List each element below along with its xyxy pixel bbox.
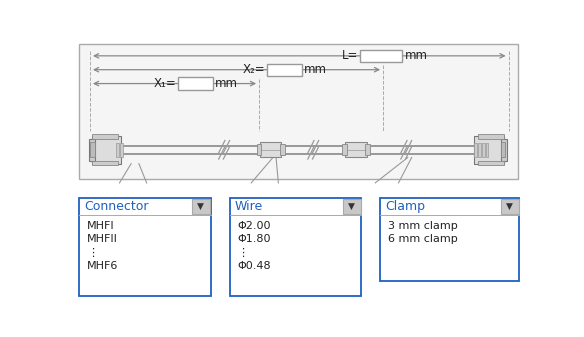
Text: 6 mm clamp: 6 mm clamp [388, 235, 457, 244]
Bar [501, 139, 507, 160]
Bar [478, 134, 504, 139]
Text: X₂=: X₂= [242, 63, 265, 76]
Text: Wire: Wire [235, 200, 263, 213]
Bar [343, 199, 360, 214]
Text: Φ0.48: Φ0.48 [237, 261, 271, 271]
Bar [90, 142, 95, 157]
Bar [92, 160, 118, 165]
Text: MHF6: MHF6 [87, 261, 119, 271]
Bar [230, 198, 361, 296]
Bar [178, 78, 213, 90]
Bar [380, 198, 519, 281]
Text: MHFI: MHFI [87, 221, 114, 232]
Bar [482, 143, 485, 157]
Bar [345, 142, 367, 157]
Text: ⋮: ⋮ [87, 248, 98, 257]
Bar [478, 143, 481, 157]
Text: ▼: ▼ [197, 202, 204, 211]
Text: Φ2.00: Φ2.00 [237, 221, 271, 232]
Bar [267, 64, 301, 76]
Bar [116, 143, 119, 157]
Bar [365, 144, 370, 155]
Bar [501, 199, 519, 214]
Bar [501, 142, 505, 157]
Bar [260, 142, 281, 157]
Bar [360, 50, 402, 62]
Text: ⋮: ⋮ [237, 248, 248, 257]
Text: mm: mm [215, 77, 238, 90]
Bar [192, 199, 210, 214]
Bar [92, 134, 118, 139]
Bar [92, 136, 121, 164]
Bar [257, 144, 261, 155]
Text: Φ1.80: Φ1.80 [237, 235, 271, 244]
Bar [474, 136, 504, 164]
Bar [486, 143, 488, 157]
Bar [342, 144, 346, 155]
Text: Connector: Connector [85, 200, 149, 213]
Bar [478, 160, 504, 165]
Text: mm: mm [304, 63, 327, 76]
Text: X₁=: X₁= [154, 77, 176, 90]
Text: MHFII: MHFII [87, 235, 118, 244]
Text: ▼: ▼ [506, 202, 513, 211]
Bar [79, 43, 518, 179]
Text: Clamp: Clamp [385, 200, 425, 213]
Bar [474, 143, 477, 157]
Text: 3 mm clamp: 3 mm clamp [388, 221, 457, 232]
Text: mm: mm [405, 49, 427, 62]
Bar [89, 139, 95, 160]
Bar [79, 198, 211, 296]
Text: ▼: ▼ [348, 202, 354, 211]
Text: L=: L= [342, 49, 358, 62]
Bar [280, 144, 284, 155]
Bar [120, 143, 123, 157]
